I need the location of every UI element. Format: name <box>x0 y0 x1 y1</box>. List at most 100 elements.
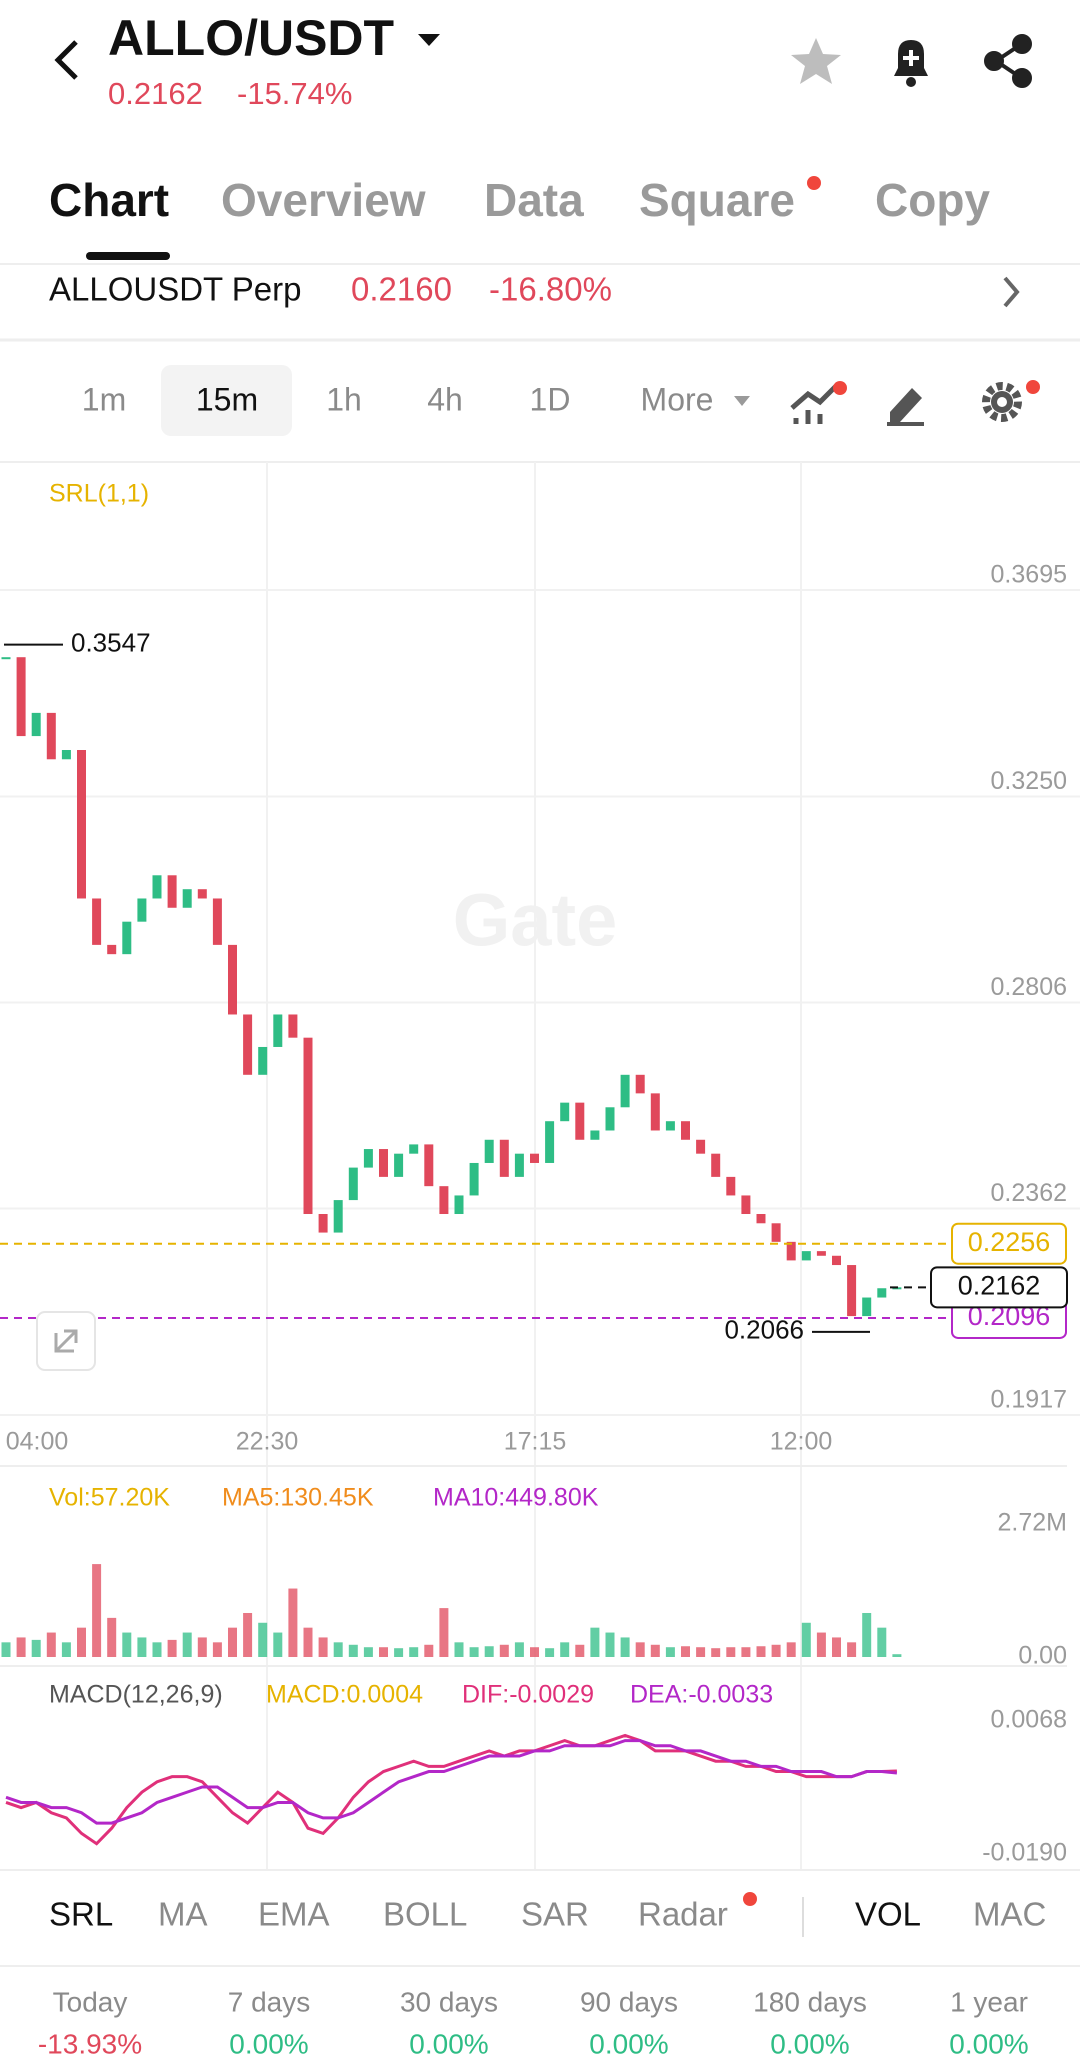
volume-bar <box>560 1642 570 1657</box>
indicator-tab[interactable]: SRL <box>49 1896 113 1933</box>
pair-dropdown[interactable] <box>418 34 440 46</box>
pair-title[interactable]: ALLO/USDT <box>108 10 394 66</box>
volume-bar <box>892 1654 902 1657</box>
y-tick-label: 0.00 <box>1018 1642 1067 1670</box>
x-tick-label: 17:15 <box>504 1428 567 1456</box>
timeframe[interactable]: 15m <box>196 381 258 417</box>
candle <box>394 1153 404 1177</box>
candle <box>514 1153 524 1177</box>
x-tick-label: 04:00 <box>6 1428 69 1456</box>
tab[interactable]: Chart <box>49 174 169 226</box>
favorite-button[interactable] <box>791 38 841 84</box>
draw-button[interactable] <box>887 388 924 426</box>
notification-dot <box>1026 380 1040 394</box>
perp-price: 0.2160 <box>351 271 452 308</box>
perp-chevron[interactable] <box>1003 276 1020 308</box>
tab[interactable]: Copy <box>875 174 990 226</box>
indicator-tab[interactable]: EMA <box>258 1896 330 1933</box>
volume-bar <box>454 1642 464 1657</box>
watermark: Gate <box>453 879 618 962</box>
candle <box>409 1144 419 1154</box>
candle <box>424 1144 434 1187</box>
candle <box>877 1288 887 1298</box>
volume-bar <box>741 1647 751 1657</box>
indicator-tab[interactable]: MAC <box>973 1896 1046 1933</box>
volume-bar <box>288 1588 298 1657</box>
indicator-tab[interactable]: BOLL <box>383 1896 467 1933</box>
x-tick-label: 12:00 <box>770 1428 833 1456</box>
indicator-tab[interactable]: MA <box>158 1896 208 1933</box>
back-button[interactable] <box>54 40 78 80</box>
candle <box>560 1102 570 1122</box>
volume-bar <box>756 1646 766 1657</box>
volume-bar <box>590 1627 600 1657</box>
volume-bar <box>212 1642 222 1657</box>
header-change: -15.74% <box>237 76 352 111</box>
alert-button[interactable] <box>894 40 928 87</box>
volume-bar <box>786 1642 796 1657</box>
candle <box>469 1162 479 1196</box>
indicator-tab[interactable]: VOL <box>855 1896 921 1933</box>
volume-bar <box>409 1647 419 1657</box>
notification-dot <box>807 176 821 190</box>
volume-bar <box>514 1642 524 1657</box>
volume-bar <box>545 1648 555 1657</box>
candle <box>288 1014 298 1038</box>
timeframe[interactable]: 1h <box>326 381 362 417</box>
candle <box>620 1074 630 1108</box>
settings-button[interactable] <box>982 382 1022 422</box>
return-value: 0.00% <box>770 2028 849 2059</box>
candle <box>499 1139 509 1177</box>
tab[interactable]: Overview <box>221 174 426 226</box>
timeframe[interactable]: 1D <box>530 381 571 417</box>
volume-bar <box>92 1564 102 1657</box>
volume-bar <box>46 1632 56 1657</box>
volume-bar <box>303 1627 313 1657</box>
perp-change: -16.80% <box>489 271 612 308</box>
indicator-tab[interactable]: Radar <box>638 1896 728 1933</box>
volume-bar <box>711 1648 721 1657</box>
return-value: -13.93% <box>38 2028 142 2059</box>
candle <box>1 657 11 660</box>
volume-legend: MA10:449.80K <box>433 1484 599 1512</box>
return-period: 30 days <box>400 1986 498 2017</box>
candle <box>650 1093 660 1131</box>
low-label: 0.2066 <box>724 1315 804 1345</box>
indicator-button[interactable] <box>790 384 838 424</box>
macd-legend: MACD:0.0004 <box>266 1681 423 1709</box>
share-button[interactable] <box>984 34 1032 88</box>
candle <box>107 944 117 955</box>
candle <box>590 1130 600 1140</box>
candle <box>122 921 132 955</box>
timeframe[interactable]: More <box>641 381 714 417</box>
return-value: 0.00% <box>229 2028 308 2059</box>
volume-bar <box>605 1632 615 1657</box>
indicator-label: SRL(1,1) <box>49 480 149 508</box>
candle <box>741 1195 751 1215</box>
expand-button[interactable] <box>36 1311 96 1371</box>
price-box <box>930 1266 1068 1309</box>
candle <box>303 1037 313 1215</box>
indicator-tab[interactable]: SAR <box>521 1896 589 1933</box>
return-period: 180 days <box>753 1986 867 2017</box>
volume-bar <box>530 1647 539 1657</box>
notification-dot <box>743 1892 757 1906</box>
x-tick-label: 22:30 <box>236 1428 299 1456</box>
timeframe[interactable]: 4h <box>427 381 463 417</box>
volume-bar <box>152 1642 162 1657</box>
volume-bar <box>363 1647 373 1657</box>
volume-bar <box>122 1632 132 1657</box>
high-label: 0.3547 <box>71 628 151 658</box>
candle <box>137 898 147 922</box>
volume-bar <box>243 1612 253 1657</box>
candle <box>665 1121 675 1131</box>
candle <box>258 1046 268 1075</box>
timeframe[interactable]: 1m <box>82 381 126 417</box>
tab[interactable]: Square <box>639 174 795 226</box>
tab[interactable]: Data <box>484 174 584 226</box>
candle <box>31 712 41 737</box>
perp-name[interactable]: ALLOUSDT Perp <box>49 271 302 308</box>
candle <box>167 875 177 908</box>
more-dropdown[interactable] <box>734 396 750 406</box>
